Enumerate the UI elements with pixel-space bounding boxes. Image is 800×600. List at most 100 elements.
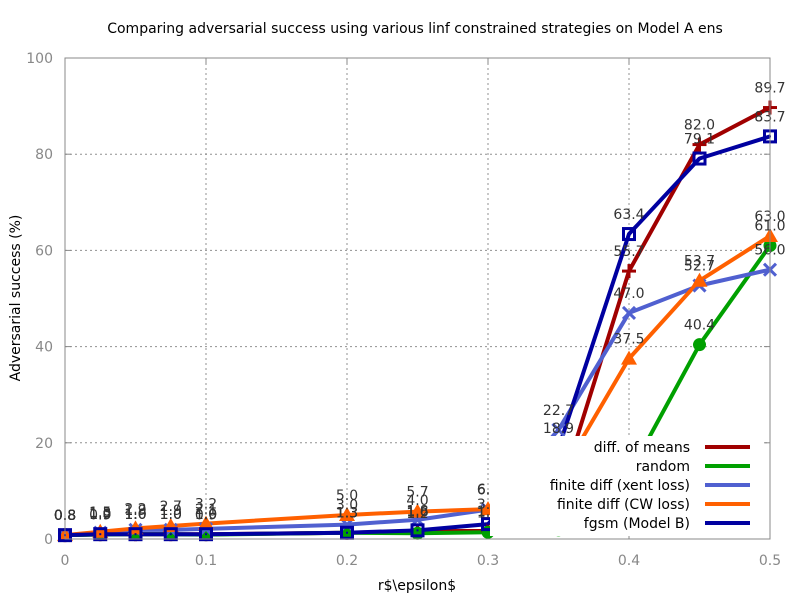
x-axis-label: r$\epsilon$ [378, 578, 456, 594]
legend: diff. of means random finite diff (xent lo… [490, 436, 762, 536]
data-label: 1.3 [336, 506, 358, 522]
data-label: 1.2 [406, 506, 428, 522]
square-marker-dot [628, 233, 630, 236]
data-label: 5.7 [406, 485, 428, 501]
data-label: 1.3 [336, 506, 358, 522]
square-marker-outline [163, 527, 178, 542]
data-label: 1.5 [89, 505, 111, 521]
data-label: 1.3 [336, 506, 358, 522]
data-label: 3.2 [195, 497, 217, 513]
y-axis-label: Adversarial success (%) [8, 215, 24, 382]
square-marker-dot [169, 533, 172, 536]
x-axis-ticks: 0 0.1 0.2 0.3 0.4 0.5 [61, 58, 781, 569]
data-label: 1.0 [195, 507, 217, 523]
x-tick-label: 0.3 [477, 553, 499, 569]
data-label: 5.0 [336, 488, 358, 504]
data-label: 2.1 [195, 502, 217, 518]
data-label: 4.0 [406, 493, 428, 509]
legend-label: finite diff (xent loss) [550, 478, 690, 494]
plot-frame [64, 57, 771, 540]
x-tick-label: 0.2 [336, 553, 358, 569]
data-label: 1.8 [406, 503, 428, 519]
square-marker [93, 527, 108, 542]
legend-label: diff. of means [594, 440, 690, 456]
chart-title: Comparing adversarial success using vari… [107, 21, 723, 37]
square-marker [692, 151, 707, 166]
square-marker-dot [205, 533, 207, 536]
data-label: 1.0 [89, 507, 111, 523]
square-marker [410, 523, 425, 538]
square-marker [163, 527, 178, 542]
legend-label: random [636, 459, 690, 475]
square-marker [128, 527, 143, 542]
data-label: 79.1 [684, 132, 715, 148]
x-tick-label: 0.5 [759, 553, 781, 569]
data-label: 3.0 [336, 498, 358, 514]
y-tick-label: 0 [44, 532, 53, 548]
data-label: 0.9 [195, 508, 217, 524]
x-tick-label: 0.4 [618, 553, 640, 569]
x-marker [551, 422, 566, 437]
data-label: 1.9 [160, 503, 182, 519]
square-marker-dot [134, 533, 137, 536]
square-marker [340, 525, 354, 540]
x-marker [621, 305, 637, 320]
square-marker-dot [346, 531, 348, 534]
square-marker [199, 527, 213, 542]
data-label: 1.0 [124, 507, 146, 523]
data-label: 2.2 [124, 501, 146, 517]
square-marker-outline [622, 227, 636, 242]
square-marker-dot [698, 157, 701, 160]
data-label: 37.5 [613, 332, 644, 348]
data-label: 52.7 [684, 259, 715, 275]
square-marker-outline [93, 527, 108, 542]
x-marker-stroke [551, 422, 566, 437]
y-tick-label: 40 [35, 340, 53, 356]
triangle-marker [339, 506, 355, 521]
data-label: 1.0 [160, 507, 182, 523]
triangle-marker [198, 515, 214, 530]
square-marker-dot [487, 523, 489, 526]
data-label: 1.9 [124, 503, 146, 519]
data-label: 40.4 [684, 318, 715, 334]
data-label: 1.0 [89, 507, 111, 523]
y-tick-label: 20 [35, 436, 53, 452]
data-label: 53.7 [684, 254, 715, 270]
data-label: 1.0 [124, 507, 146, 523]
square-marker-outline [128, 527, 143, 542]
x-tick-label: 0.1 [195, 553, 217, 569]
x-tick-label: 0 [61, 553, 70, 569]
series-lines [57, 100, 778, 543]
data-label: 18.9 [543, 421, 574, 437]
legend-label: fgsm (Model B) [584, 516, 690, 532]
square-marker-outline [199, 527, 213, 542]
triangle-marker [621, 350, 637, 365]
plus-marker [622, 264, 636, 279]
y-axis-ticks: 0 20 40 60 80 100 [26, 51, 770, 548]
data-label: 1.3 [89, 506, 111, 522]
triangle-marker [691, 272, 708, 287]
triangle-marker [409, 503, 426, 518]
square-marker [622, 227, 636, 242]
circle-marker [693, 338, 706, 352]
square-marker-outline [410, 523, 425, 538]
square-marker-dot [99, 533, 102, 536]
square-marker-outline [340, 525, 354, 540]
plus-marker [692, 137, 707, 152]
y-tick-label: 80 [35, 147, 53, 163]
data-label: 1.0 [160, 507, 182, 523]
data-label: 82.0 [684, 118, 715, 134]
square-marker-dot [416, 529, 419, 532]
data-label: 1.0 [124, 507, 146, 523]
legend-label: finite diff (CW loss) [557, 497, 690, 513]
data-label: 22.7 [543, 403, 574, 419]
data-label: 2.7 [160, 499, 182, 515]
y-tick-label: 100 [26, 51, 53, 67]
square-marker-outline [692, 151, 707, 166]
data-label: 1.0 [160, 507, 182, 523]
data-label: 47.0 [613, 286, 644, 302]
x-marker-stroke [621, 305, 637, 320]
data-label: 55.7 [613, 244, 644, 260]
data-label: 1.6 [406, 504, 428, 520]
